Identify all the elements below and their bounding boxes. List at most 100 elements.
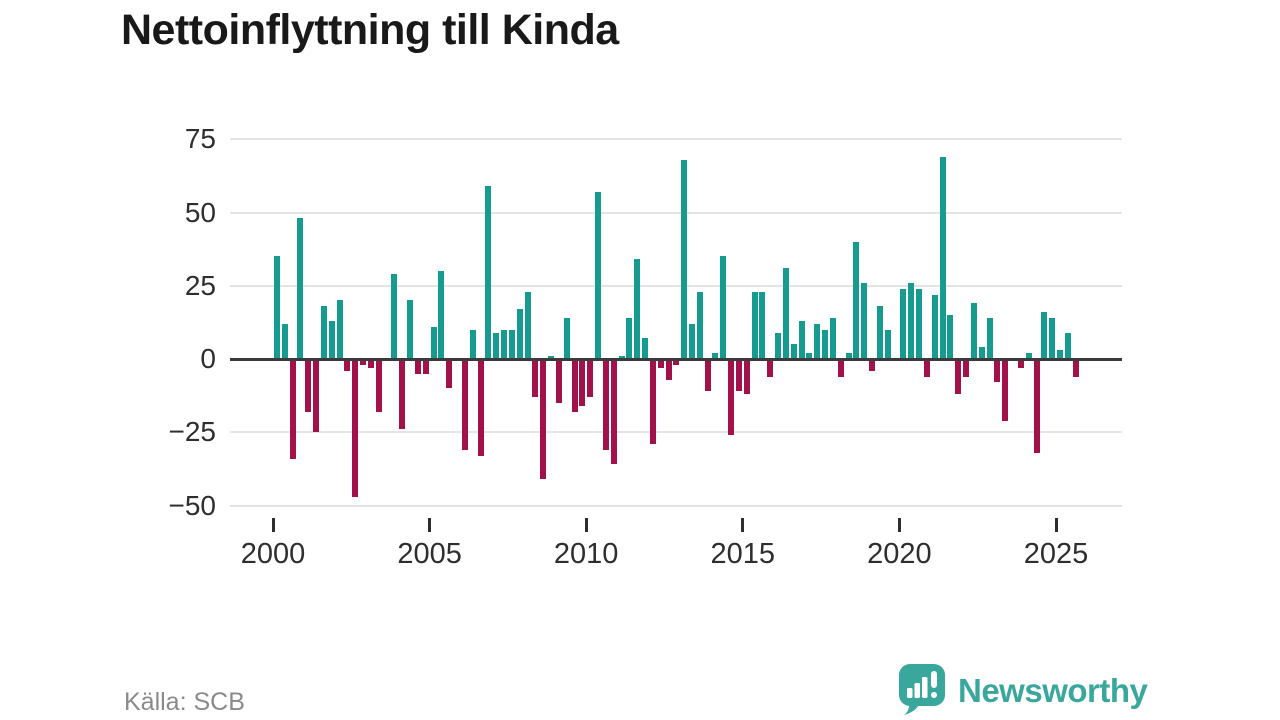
bar xyxy=(775,332,782,359)
bar xyxy=(352,359,359,497)
bar xyxy=(289,359,296,459)
bar xyxy=(422,359,429,374)
bar xyxy=(1017,359,1024,368)
bar xyxy=(837,359,844,377)
bar xyxy=(743,359,750,395)
gridline-75 xyxy=(230,138,1122,141)
bar xyxy=(978,347,985,359)
x-tick-label: 2005 xyxy=(397,538,462,570)
bar xyxy=(908,282,915,359)
bar xyxy=(516,309,523,359)
bar xyxy=(508,329,515,359)
bar xyxy=(1002,359,1009,421)
gridline-25 xyxy=(230,284,1122,287)
bar xyxy=(1064,332,1071,359)
bar xyxy=(1072,359,1079,377)
bar xyxy=(681,159,688,359)
bar xyxy=(790,344,797,359)
bar xyxy=(305,359,312,412)
bar xyxy=(798,320,805,359)
x-tick xyxy=(741,518,745,532)
x-tick xyxy=(1054,518,1058,532)
bar xyxy=(955,359,962,395)
bar xyxy=(367,359,374,368)
bar xyxy=(438,271,445,359)
bar xyxy=(344,359,351,371)
bar xyxy=(696,291,703,359)
bar xyxy=(642,338,648,359)
newsworthy-logo: Newsworthy xyxy=(898,663,1148,720)
bar xyxy=(1025,353,1032,359)
bar xyxy=(1057,350,1063,359)
bar xyxy=(407,300,414,359)
newsworthy-speech-bubble-chart-icon xyxy=(898,663,948,720)
bar xyxy=(540,359,547,480)
bar xyxy=(461,359,468,450)
bar xyxy=(563,317,570,359)
bar xyxy=(649,359,656,444)
bar xyxy=(626,317,633,359)
bar xyxy=(399,359,406,430)
bar xyxy=(845,353,852,359)
y-tick-label: 25 xyxy=(184,269,216,301)
bar xyxy=(274,256,280,359)
y-tick-label: 50 xyxy=(184,196,216,228)
bar xyxy=(735,359,742,392)
bar xyxy=(963,359,970,377)
x-tick xyxy=(428,518,432,532)
bar xyxy=(414,359,421,374)
x-tick-label: 2020 xyxy=(867,538,932,570)
source-label: Källa: SCB xyxy=(124,688,245,716)
bar xyxy=(861,282,868,359)
bar xyxy=(673,359,680,365)
bar xyxy=(869,359,876,371)
y-tick-label: −50 xyxy=(168,489,217,521)
bar xyxy=(485,186,492,359)
bar xyxy=(360,359,367,365)
bar xyxy=(555,359,562,403)
bar xyxy=(1041,312,1048,359)
bar xyxy=(947,315,954,359)
bar xyxy=(782,268,789,359)
bar xyxy=(281,323,288,359)
bar xyxy=(1033,359,1040,453)
bar xyxy=(391,274,398,359)
bar xyxy=(571,359,578,412)
bar xyxy=(602,359,609,450)
bar xyxy=(759,291,766,359)
bar xyxy=(446,359,453,389)
bar xyxy=(477,359,484,456)
bar xyxy=(524,291,531,359)
chart-title: Nettoinflyttning till Kinda xyxy=(121,6,619,54)
bar xyxy=(884,329,891,359)
y-tick-label: 0 xyxy=(200,343,216,374)
bar xyxy=(579,359,586,406)
bar xyxy=(595,191,602,359)
bar xyxy=(876,306,883,359)
bar xyxy=(806,353,813,359)
bar xyxy=(704,359,711,392)
bar xyxy=(939,156,946,359)
bar xyxy=(320,306,327,359)
bar xyxy=(751,291,758,359)
bar xyxy=(430,326,437,359)
bar xyxy=(728,359,735,436)
bar xyxy=(712,353,719,359)
x-tick xyxy=(584,518,588,532)
bar xyxy=(657,359,664,368)
bar xyxy=(493,332,500,359)
bar xyxy=(375,359,382,412)
bar xyxy=(501,329,508,359)
newsworthy-logo-text: Newsworthy xyxy=(958,672,1148,709)
x-tick-label: 2025 xyxy=(1023,538,1089,570)
bar xyxy=(587,359,594,398)
bar xyxy=(822,329,829,359)
bar xyxy=(931,294,938,359)
gridline--50 xyxy=(230,504,1122,507)
x-tick xyxy=(271,518,275,532)
bar xyxy=(970,303,977,359)
bar xyxy=(923,359,930,377)
bar xyxy=(336,300,343,359)
bar xyxy=(767,359,774,377)
gridline-50 xyxy=(230,211,1122,214)
